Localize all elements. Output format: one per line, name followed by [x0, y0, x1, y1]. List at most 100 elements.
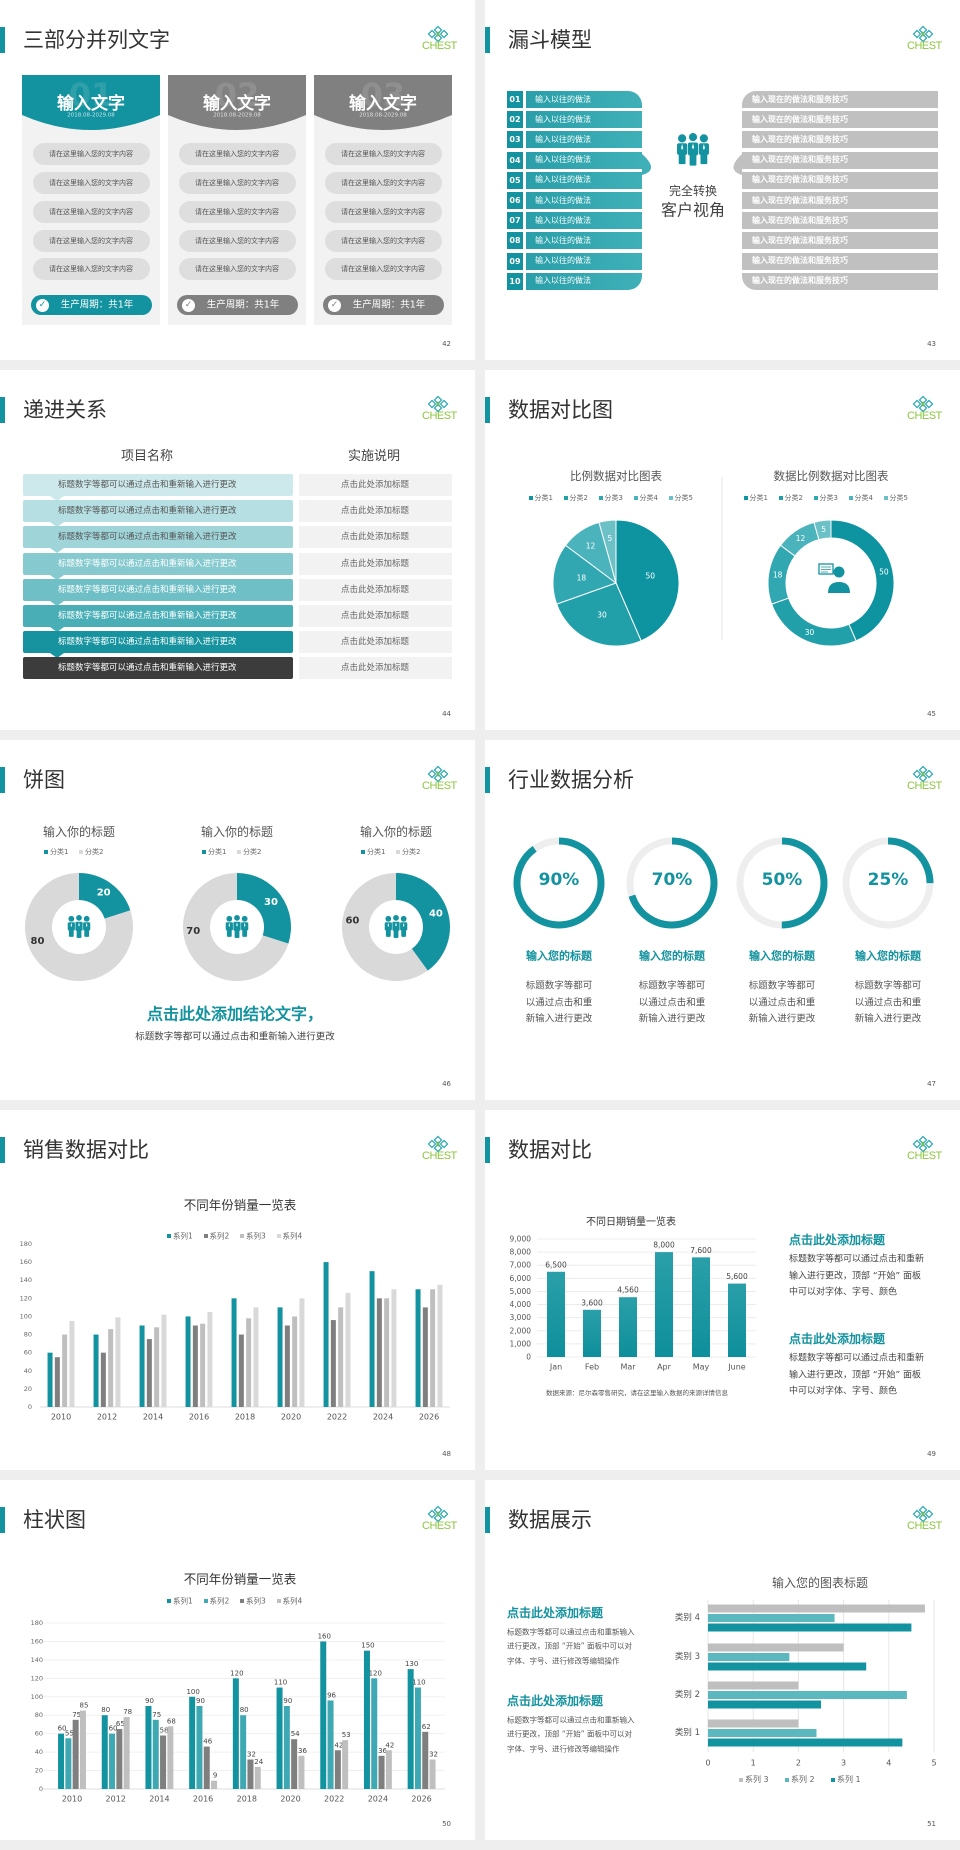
data-label: 32 [247, 1750, 256, 1758]
logo-diamond [918, 1143, 928, 1153]
bar [65, 1738, 72, 1789]
logo-text: CHEST [422, 1520, 457, 1532]
description-cell: 点击此处添加标题 [299, 657, 452, 680]
step-number: 03 [507, 131, 523, 149]
slide-title: 饼图 [23, 768, 65, 792]
legend-marker-icon [276, 1599, 281, 1603]
y-tick-label: 140 [31, 1656, 43, 1664]
current-practice-text: 输入现在的做法和服务技巧 [752, 215, 848, 225]
graphics: 50 30 18 12 5 50 30 18 12 5 [552, 477, 895, 647]
legend-label: 系列2 [209, 1596, 230, 1606]
progress-row: 标题数字等都可以通过点击和重新输入进行更改 [23, 552, 293, 575]
current-practice-bar: 输入现在的做法和服务技巧 [742, 252, 938, 270]
person-head [76, 915, 82, 921]
data-label: 62 [422, 1723, 431, 1731]
bar [708, 1614, 835, 1622]
past-practice-bar: 输入以往的做法 [526, 151, 642, 169]
funnel-notch [642, 154, 651, 175]
person-tie [228, 922, 231, 927]
x-tick-label: 2 [796, 1759, 801, 1768]
logo-diamond-icon [427, 25, 449, 43]
legend-label: 分类4 [854, 493, 873, 502]
slide-46: 饼图 46 CHEST 20 80 30 70 40 60 输入你的标题 分类1 分类2 输入你的标题分… [0, 740, 475, 1100]
logo-diamond-icon [912, 1505, 934, 1523]
logo-diamond [439, 1509, 449, 1519]
progress-ring-fill [736, 837, 828, 929]
data-label: 60 [109, 1725, 118, 1733]
list-pill: 请在这里输入您的文字内容 [325, 143, 442, 165]
list-pill-text: 请在这里输入您的文字内容 [341, 264, 425, 273]
block-heading: 点击此处添加标题 [789, 1331, 886, 1346]
chest-logo: CHEST [906, 1135, 942, 1164]
x-tick-label: May [693, 1363, 710, 1372]
bar [414, 1687, 421, 1789]
conclusion-text: 标题数字等都可以通过点击和重新输入进行更改 [135, 1031, 335, 1043]
logo-diamond [918, 773, 928, 783]
person-tie [70, 922, 73, 927]
progress-percent: 70% [651, 869, 693, 890]
card-date: 2018.08-2029.08 [213, 112, 261, 119]
person-head [234, 915, 240, 921]
data-label: 80 [240, 1706, 249, 1714]
bar [422, 1731, 429, 1789]
bar [708, 1691, 907, 1699]
x-tick-label: 5 [931, 1759, 936, 1768]
item-heading: 输入您的标题 [855, 949, 921, 963]
progress-row-text: 标题数字等都可以通过点击和重新输入进行更改 [58, 506, 237, 517]
logo-diamond-icon [427, 395, 449, 413]
person-head [83, 915, 90, 922]
step-number: 04 [507, 151, 523, 169]
progress-row-text: 标题数字等都可以通过点击和重新输入进行更改 [58, 479, 237, 490]
x-tick-label: 2024 [373, 1413, 393, 1422]
data-label: 5 [821, 525, 826, 534]
chart-title: 不同日期销量一览表 [586, 1217, 676, 1228]
bar [207, 1311, 213, 1407]
block-heading: 点击此处添加标题 [507, 1605, 604, 1620]
current-practice-bar: 输入现在的做法和服务技巧 [742, 171, 938, 189]
pie-slice [830, 519, 895, 642]
data-label: 53 [342, 1731, 351, 1739]
bar [79, 1710, 86, 1789]
bar [254, 1766, 261, 1789]
data-label: 9 [213, 1772, 217, 1780]
legend-marker-icon [240, 1599, 244, 1603]
person-legs [226, 929, 232, 937]
x-tick-label: 2016 [193, 1795, 213, 1804]
block-text: 标题数字等都可以通过点击和重新输入 [507, 1715, 635, 1725]
bar [192, 1325, 198, 1407]
person-legs [234, 929, 240, 939]
title-accent-bar [485, 397, 490, 423]
bar [655, 1252, 673, 1357]
logo-plus [920, 31, 926, 37]
list-pill: 请在这里输入您的文字内容 [325, 230, 442, 252]
page-number: 45 [927, 710, 936, 718]
data-label: 6,500 [545, 1260, 567, 1269]
logo-diamond [918, 25, 928, 35]
current-practice-bar: 输入现在的做法和服务技巧 [742, 212, 938, 230]
bar [146, 1339, 152, 1407]
chart-title: 输入你的标题 [200, 824, 274, 839]
pie-slice [770, 597, 857, 647]
x-tick-label: Apr [657, 1363, 672, 1372]
category-label: 类别 3 [675, 1651, 700, 1662]
bar [708, 1653, 790, 1661]
logo-diamond [433, 1143, 443, 1153]
item-heading: 输入您的标题 [526, 949, 592, 963]
data-label: 42 [334, 1741, 343, 1749]
bar [72, 1719, 79, 1789]
description-cell: 点击此处添加标题 [299, 605, 452, 627]
slide-47: 行业数据分析 47 CHEST 90% 输入您的标题 标题数字等都可 以通过点击和重 新输入进… [485, 740, 960, 1100]
data-label: 90 [145, 1697, 154, 1705]
legend-marker-icon [44, 850, 48, 854]
logo-diamond [918, 33, 928, 43]
bar [160, 1735, 167, 1789]
logo-text: CHEST [422, 40, 457, 52]
bar [283, 1706, 290, 1789]
past-practice-text: 输入以往的做法 [535, 94, 591, 104]
data-label: 80 [101, 1706, 110, 1714]
description-cell: 点击此处添加标题 [299, 631, 452, 654]
donut-segment [25, 873, 133, 981]
bar [284, 1325, 290, 1407]
chest-logo: CHEST [906, 25, 942, 54]
donut-segment [237, 873, 291, 944]
